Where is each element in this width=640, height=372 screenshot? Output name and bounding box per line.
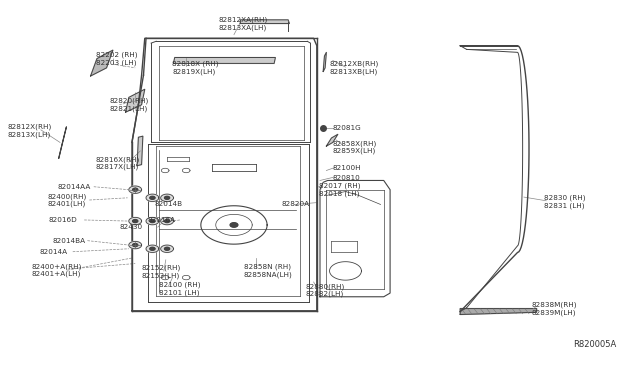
Text: 82812XB(RH)
82813XB(LH): 82812XB(RH) 82813XB(LH) <box>330 61 379 75</box>
Polygon shape <box>132 219 138 222</box>
Text: 82014AA: 82014AA <box>58 184 91 190</box>
Polygon shape <box>125 89 145 112</box>
Text: 82100H: 82100H <box>333 165 362 171</box>
Polygon shape <box>164 219 170 222</box>
Text: 820810: 820810 <box>333 175 360 181</box>
Polygon shape <box>164 247 170 250</box>
Polygon shape <box>59 127 67 158</box>
Polygon shape <box>161 245 173 253</box>
Polygon shape <box>323 52 326 71</box>
Polygon shape <box>460 309 537 314</box>
Polygon shape <box>146 217 159 225</box>
Text: 82016A: 82016A <box>148 217 176 223</box>
Text: 82838M(RH)
82839M(LH): 82838M(RH) 82839M(LH) <box>532 302 577 315</box>
Text: 82816X(RH)
82817X(LH): 82816X(RH) 82817X(LH) <box>96 156 140 170</box>
Polygon shape <box>173 58 275 63</box>
Text: 82202 (RH)
82203 (LH): 82202 (RH) 82203 (LH) <box>96 52 137 65</box>
Text: 82812X(RH)
82813X(LH): 82812X(RH) 82813X(LH) <box>8 124 52 138</box>
Text: 82858N (RH)
82858NA(LH): 82858N (RH) 82858NA(LH) <box>244 264 292 278</box>
Polygon shape <box>129 186 141 193</box>
Polygon shape <box>137 136 143 166</box>
Polygon shape <box>132 188 138 191</box>
Text: 82400+A(RH)
82401+A(LH): 82400+A(RH) 82401+A(LH) <box>32 263 83 277</box>
Polygon shape <box>241 20 289 23</box>
Polygon shape <box>150 247 155 250</box>
Text: 82016D: 82016D <box>49 217 77 223</box>
Polygon shape <box>146 194 159 202</box>
Polygon shape <box>129 241 141 249</box>
Polygon shape <box>230 223 238 227</box>
Text: 82858X(RH)
82859X(LH): 82858X(RH) 82859X(LH) <box>333 140 377 154</box>
Text: 82014BA: 82014BA <box>52 238 86 244</box>
Polygon shape <box>150 196 155 199</box>
Text: 82100 (RH)
82101 (LH): 82100 (RH) 82101 (LH) <box>159 282 201 296</box>
Text: 82820(RH)
82821(LH): 82820(RH) 82821(LH) <box>109 98 149 112</box>
Text: 82820A: 82820A <box>282 202 310 208</box>
Polygon shape <box>326 134 338 146</box>
Polygon shape <box>164 196 170 199</box>
Text: 82830 (RH)
82831 (LH): 82830 (RH) 82831 (LH) <box>544 195 586 209</box>
Text: 82400(RH)
82401(LH): 82400(RH) 82401(LH) <box>47 193 86 207</box>
Text: 82014B: 82014B <box>154 201 182 207</box>
Text: 82430: 82430 <box>119 224 142 230</box>
Text: 82017 (RH)
82018 (LH): 82017 (RH) 82018 (LH) <box>319 183 360 197</box>
Text: 82081G: 82081G <box>333 125 362 131</box>
Polygon shape <box>146 245 159 253</box>
Text: 82152(RH)
82153(LH): 82152(RH) 82153(LH) <box>141 264 181 279</box>
Text: 82818X (RH)
82819X(LH): 82818X (RH) 82819X(LH) <box>172 61 219 75</box>
Text: 82014A: 82014A <box>40 249 68 255</box>
Polygon shape <box>129 217 141 225</box>
Polygon shape <box>161 217 173 225</box>
Polygon shape <box>150 219 155 222</box>
Polygon shape <box>91 50 113 76</box>
Text: 82880(RH)
82882(LH): 82880(RH) 82882(LH) <box>306 283 345 297</box>
Text: 82812XA(RH)
82813XA(LH): 82812XA(RH) 82813XA(LH) <box>218 16 268 31</box>
Text: R820005A: R820005A <box>573 340 617 349</box>
Polygon shape <box>132 244 138 247</box>
Polygon shape <box>161 194 173 202</box>
